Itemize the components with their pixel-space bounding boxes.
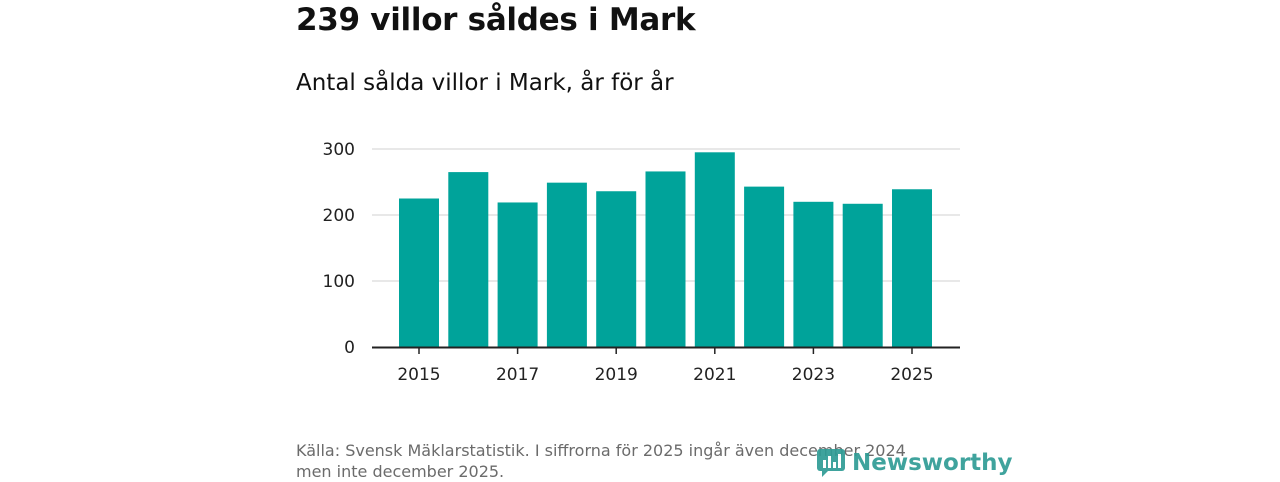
- chart-title: 239 villor såldes i Mark: [296, 2, 696, 38]
- bar-2015: [399, 198, 439, 347]
- source-note-line-1: Källa: Svensk Mäklarstatistik. I siffror…: [296, 441, 906, 460]
- bars: [399, 152, 932, 347]
- bar-2019: [596, 191, 637, 347]
- bar-2016: [448, 172, 489, 347]
- axes: [372, 346, 960, 354]
- source-note-line-2: men inte december 2025.: [296, 462, 505, 481]
- bar-2022: [744, 186, 785, 347]
- bar-2025: [892, 189, 932, 347]
- newsworthy-logo-text: Newsworthy: [852, 450, 1013, 476]
- bar-2024: [842, 203, 883, 347]
- newsworthy-logo-icon: [817, 449, 845, 477]
- y-tick-label: 0: [344, 338, 355, 358]
- y-tick-label: 100: [323, 272, 355, 292]
- chart-subtitle: Antal sålda villor i Mark, år för år: [296, 70, 674, 96]
- x-tick-label: 2017: [496, 365, 539, 385]
- bar-2018: [546, 182, 587, 347]
- tick-labels: 0 100 200 300 2015 2017 2019 2021 2023 2025: [323, 140, 934, 385]
- x-tick-label: 2021: [693, 365, 736, 385]
- y-tick-label: 300: [323, 140, 355, 160]
- bar-2021: [694, 152, 735, 347]
- bar-2023: [793, 201, 834, 347]
- x-tick-label: 2023: [792, 365, 835, 385]
- x-tick-label: 2019: [595, 365, 638, 385]
- newsworthy-logo: Newsworthy: [816, 448, 1013, 478]
- source-note: Källa: Svensk Mäklarstatistik. I siffror…: [296, 440, 956, 482]
- bar-2017: [497, 202, 538, 347]
- x-tick-label: 2015: [397, 365, 440, 385]
- bar-2020: [645, 171, 686, 347]
- x-tick-label: 2025: [890, 365, 933, 385]
- y-tick-label: 200: [323, 206, 355, 226]
